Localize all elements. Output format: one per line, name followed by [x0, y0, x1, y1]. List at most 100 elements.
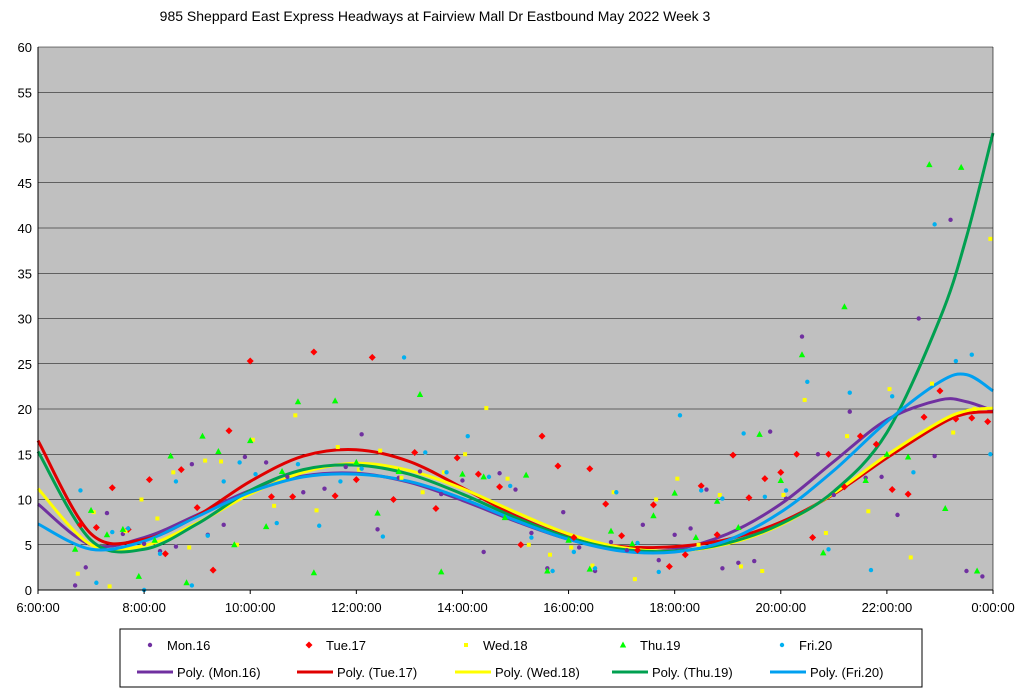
point-thu-19	[71, 545, 79, 552]
point-wed-18	[632, 577, 637, 582]
point-mon-16	[895, 512, 900, 518]
point-thu-19	[395, 467, 402, 474]
point-mon-16	[343, 464, 348, 470]
point-tue-17	[108, 484, 116, 492]
point-thu-19	[135, 572, 143, 579]
point-fri-20	[295, 462, 301, 467]
point-thu-19	[973, 567, 981, 574]
point-mon-16	[964, 568, 969, 574]
point-fri-20	[988, 452, 993, 457]
axes	[37, 47, 994, 594]
point-fri-20	[237, 460, 242, 465]
point-wed-18	[866, 509, 871, 514]
point-fri-20	[94, 580, 99, 585]
point-tue-17	[368, 353, 376, 361]
point-tue-17	[602, 500, 610, 508]
point-thu-19	[183, 579, 190, 586]
legend-item-poly-fri-20-: Poly. (Fri.20)	[770, 665, 883, 680]
point-wed-18	[484, 406, 489, 411]
point-fri-20	[380, 534, 386, 539]
point-tue-17	[246, 357, 254, 365]
point-tue-17	[888, 486, 896, 494]
point-tue-17	[936, 387, 944, 395]
point-fri-20	[401, 355, 407, 360]
point-thu-19	[883, 450, 891, 457]
y-tick-label: 20	[18, 402, 32, 417]
point-tue-17	[76, 521, 84, 529]
point-thu-19	[798, 351, 806, 358]
y-tick-label: 25	[18, 357, 32, 372]
point-thu-19	[650, 512, 657, 519]
point-thu-19	[119, 525, 127, 532]
point-tue-17	[411, 448, 419, 456]
point-wed-18	[139, 497, 144, 502]
point-mon-16	[529, 530, 534, 536]
point-fri-20	[656, 569, 661, 575]
point-mon-16	[301, 490, 306, 495]
point-tue-17	[840, 483, 848, 491]
point-tue-17	[793, 450, 801, 458]
point-mon-16	[285, 474, 290, 480]
point-tue-17	[586, 465, 594, 473]
point-thu-19	[199, 432, 206, 439]
point-tue-17	[904, 490, 912, 498]
point-wed-18	[908, 555, 913, 560]
point-tue-17	[856, 432, 864, 440]
legend-item-poly-thu-19-: Poly. (Thu.19)	[612, 665, 733, 680]
point-thu-19	[904, 453, 912, 460]
legend-marker-mon-16	[147, 642, 153, 648]
point-mon-16	[932, 453, 937, 459]
point-tue-17	[193, 504, 201, 512]
x-tick-label: 10:00:00	[225, 600, 276, 615]
point-wed-18	[988, 236, 993, 241]
point-mon-16	[221, 522, 226, 528]
point-mon-16	[439, 491, 444, 497]
point-thu-19	[262, 523, 270, 530]
point-mon-16	[847, 409, 852, 414]
point-fri-20	[847, 390, 852, 395]
point-thu-19	[294, 398, 302, 405]
point-thu-19	[310, 569, 318, 576]
point-wed-18	[378, 448, 383, 453]
trendlines	[36, 132, 995, 555]
point-tue-17	[920, 413, 928, 421]
point-wed-18	[951, 430, 956, 435]
point-wed-18	[802, 397, 807, 402]
point-wed-18	[547, 552, 552, 557]
point-thu-19	[692, 534, 700, 541]
point-thu-19	[942, 505, 949, 512]
point-mon-16	[656, 557, 661, 563]
point-mon-16	[576, 545, 582, 550]
point-tue-17	[618, 532, 626, 540]
point-fri-20	[274, 520, 279, 526]
point-wed-18	[399, 475, 404, 480]
point-mon-16	[672, 532, 677, 537]
point-fri-20	[189, 583, 195, 588]
point-mon-16	[980, 574, 985, 579]
legend-marker-wed-18	[464, 643, 468, 647]
point-wed-18	[611, 490, 616, 495]
point-tue-17	[538, 432, 546, 440]
legend-item-fri-20: Fri.20	[779, 638, 832, 653]
point-tue-17	[872, 440, 880, 448]
point-mon-16	[815, 452, 821, 457]
point-thu-19	[167, 452, 174, 459]
legend-label: Poly. (Tue.17)	[337, 665, 417, 680]
point-tue-17	[729, 451, 737, 459]
point-fri-20	[423, 450, 428, 455]
point-fri-20	[486, 474, 492, 480]
point-thu-19	[501, 514, 509, 521]
y-tick-label: 60	[18, 40, 32, 55]
legend-item-mon-16: Mon.16	[147, 638, 210, 653]
point-mon-16	[242, 454, 248, 460]
point-thu-19	[215, 448, 222, 455]
point-thu-19	[416, 391, 424, 398]
legend-label: Mon.16	[167, 638, 210, 653]
point-tue-17	[331, 492, 339, 500]
legend-label: Poly. (Fri.20)	[810, 665, 883, 680]
point-thu-19	[151, 536, 158, 543]
point-tue-17	[681, 551, 689, 559]
point-fri-20	[110, 529, 115, 535]
point-tue-17	[389, 496, 397, 503]
point-mon-16	[916, 316, 921, 321]
